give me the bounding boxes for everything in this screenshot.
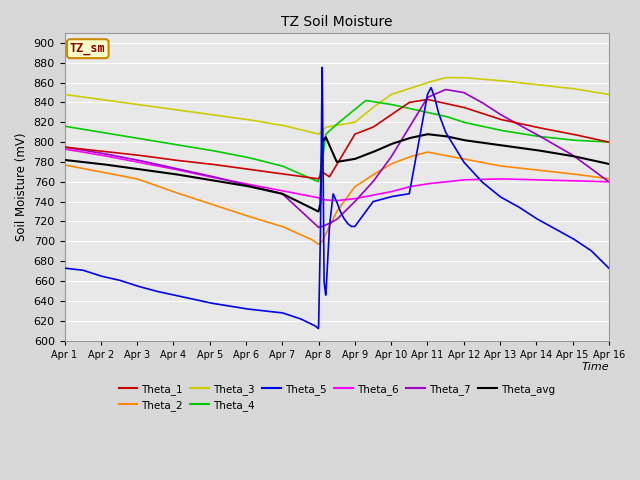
- Y-axis label: Soil Moisture (mV): Soil Moisture (mV): [15, 132, 28, 241]
- Text: Time: Time: [581, 362, 609, 372]
- Text: TZ_sm: TZ_sm: [70, 42, 106, 55]
- Title: TZ Soil Moisture: TZ Soil Moisture: [281, 15, 392, 29]
- Legend: Theta_1, Theta_2, Theta_3, Theta_4, Theta_5, Theta_6, Theta_7, Theta_avg: Theta_1, Theta_2, Theta_3, Theta_4, Thet…: [115, 380, 559, 415]
